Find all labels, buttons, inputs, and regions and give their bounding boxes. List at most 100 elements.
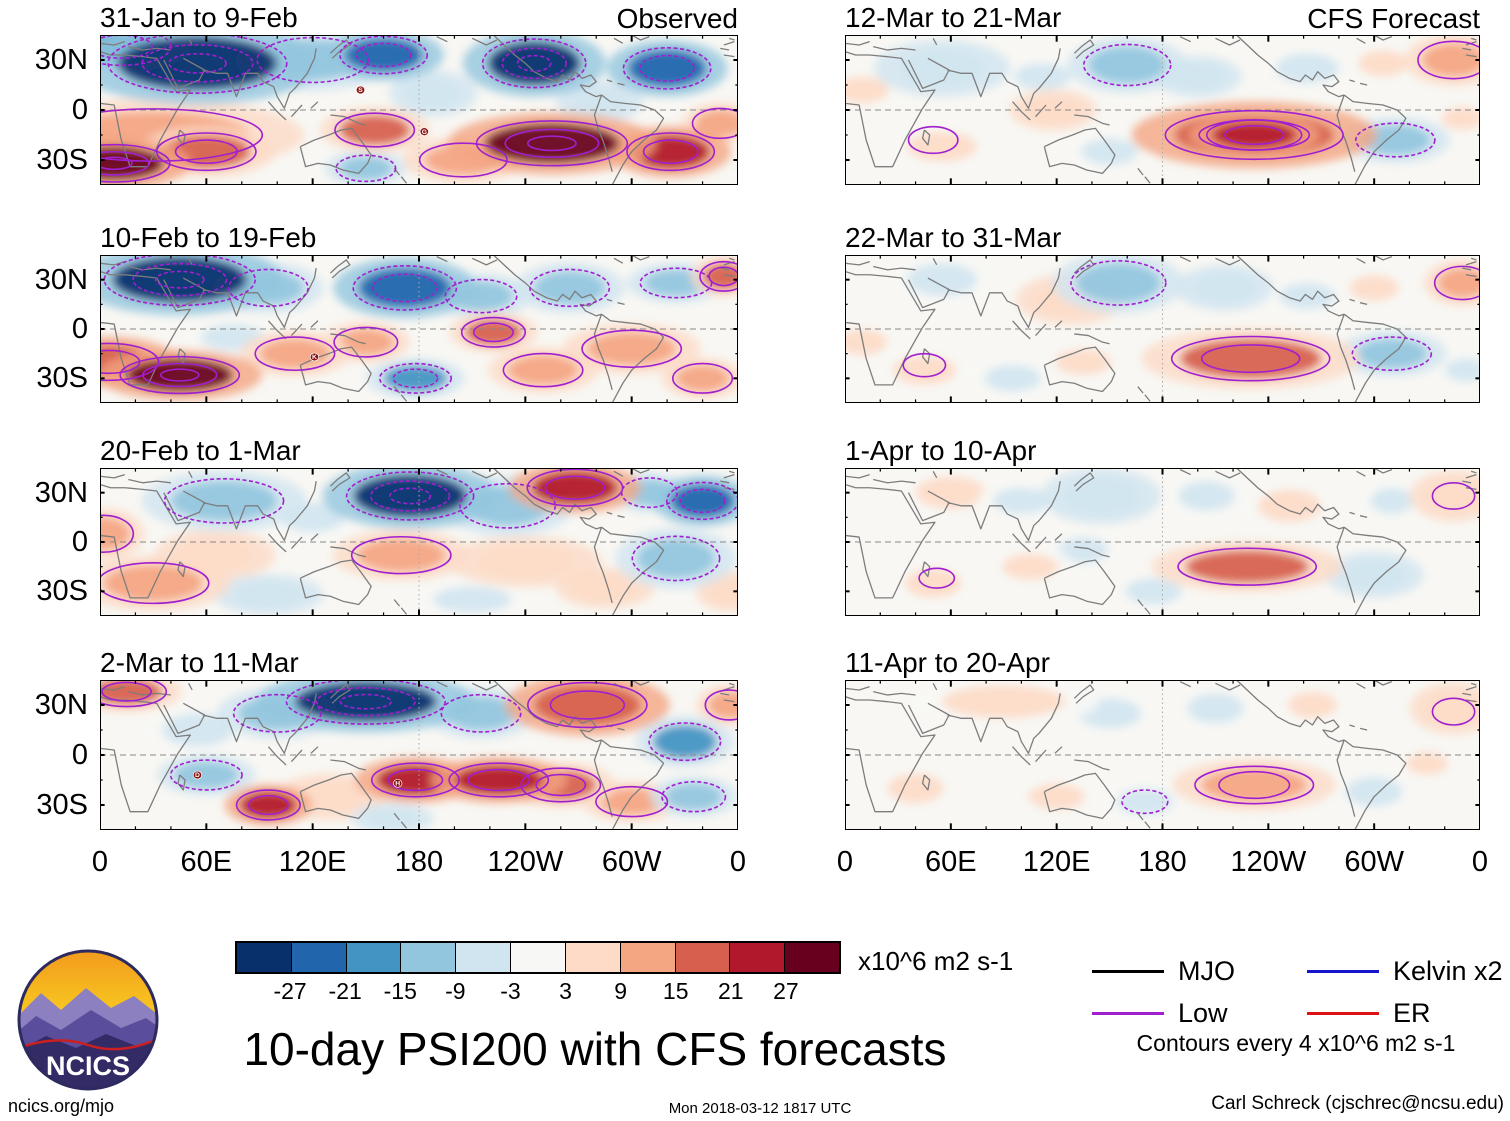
colorbar-segment	[290, 943, 346, 972]
contour-line	[1071, 261, 1166, 305]
colorbar-segment	[237, 943, 291, 972]
anomaly-blob-core	[887, 773, 944, 804]
contour-line	[441, 695, 520, 732]
x-axis-observed: 0 60E 120E 180 120W 60W 0	[92, 846, 746, 882]
contour-line	[388, 770, 442, 791]
anomaly-blob-core	[1444, 358, 1480, 382]
anomaly-blob-core	[356, 538, 446, 572]
x-axis-label: 120W	[487, 846, 564, 878]
contour-line	[919, 568, 954, 588]
y-axis-label: 30N	[34, 476, 88, 509]
contour-line	[705, 690, 738, 720]
contour-line	[1352, 337, 1431, 370]
coastlines	[100, 468, 734, 616]
x-axis-label: 60E	[180, 846, 233, 878]
contour-line	[528, 683, 647, 728]
contour-line	[462, 318, 526, 347]
contour-line	[380, 364, 451, 393]
panel-map	[845, 255, 1480, 403]
contour-line	[161, 369, 199, 381]
panel-title: 11-Apr to 20-Apr	[845, 647, 1050, 678]
anomaly-blob-core	[294, 781, 366, 812]
contour-line	[1432, 698, 1474, 725]
contour-line	[1122, 790, 1168, 813]
contour-line	[100, 109, 262, 161]
contour-line	[680, 489, 724, 512]
anomaly-blob-core	[707, 691, 738, 719]
anomaly-blob-core	[984, 365, 1041, 392]
contour-line	[909, 127, 958, 154]
legend-item: ER	[1307, 998, 1431, 1029]
legend-label: Low	[1178, 998, 1228, 1028]
anomaly-blob-core	[475, 545, 575, 579]
contour-line	[1207, 120, 1302, 150]
ncics-logo: NCICS	[17, 949, 159, 1091]
contour-line	[528, 136, 576, 150]
anomaly-blob-core	[1358, 50, 1408, 77]
contour-line	[505, 129, 599, 157]
legend-note: Contours every 4 x10^6 m2 s-1	[1136, 1030, 1456, 1056]
anomaly-blob-core	[892, 355, 957, 385]
y-axis-label: 0	[71, 94, 88, 126]
anomaly-blob-core	[1001, 553, 1059, 580]
legend-item: Kelvin x2	[1307, 956, 1503, 987]
panel-map: SG	[100, 35, 738, 185]
anomaly-blob-core	[897, 50, 987, 87]
contour-line	[1435, 266, 1480, 299]
contour-line	[649, 723, 720, 760]
legend-line-sample	[1092, 1012, 1164, 1015]
contour-line	[1219, 772, 1290, 799]
y-axis-label: 0	[71, 739, 88, 771]
x-axis-label: 120W	[1230, 846, 1307, 878]
contour-line	[1084, 44, 1171, 85]
anomaly-blob-core	[1201, 768, 1308, 802]
contour-line	[1356, 123, 1435, 157]
contour-line	[518, 56, 551, 72]
contour-line	[623, 48, 710, 89]
contour-line	[334, 327, 398, 356]
anomaly-blob-core	[1014, 63, 1071, 90]
colorbar-tick-labels: -27 -21 -15 -9 -3 3 9 15 21 27	[235, 978, 841, 1006]
contour-line	[372, 763, 459, 797]
y-axis-label: 30S	[36, 789, 88, 821]
contour-line	[627, 133, 714, 170]
panel-map	[845, 680, 1480, 830]
contour-line	[100, 157, 132, 169]
contour-line	[100, 680, 166, 707]
colorbar-tick: 3	[559, 978, 572, 1004]
contour-line	[390, 488, 431, 503]
contour-line	[142, 45, 253, 82]
anomaly-blob-core	[162, 713, 233, 747]
footer-site: ncics.org/mjo	[8, 1096, 115, 1116]
x-axis-label: 180	[1138, 846, 1187, 878]
anomaly-blob-core	[1125, 578, 1182, 605]
colorbar-tick: 27	[773, 978, 799, 1004]
svg-text:G: G	[422, 129, 427, 136]
anomaly-blob-core	[174, 761, 239, 789]
contour-line	[673, 364, 733, 393]
contour-line	[692, 108, 738, 138]
contour-line	[165, 479, 284, 523]
y-axis-label: 0	[71, 526, 88, 558]
contour-line	[1202, 345, 1300, 372]
map-panel	[845, 35, 1480, 185]
logo-red-ridge	[19, 1036, 157, 1051]
contour-line	[1225, 126, 1284, 145]
anomaly-blob-core	[339, 156, 393, 180]
contour-line	[237, 790, 301, 820]
colorbar-tick: 9	[614, 978, 628, 1004]
contour-line	[582, 330, 681, 367]
colorbar-tick: -3	[500, 978, 521, 1004]
anomaly-blob-core	[1275, 53, 1339, 84]
figure-title: 10-day PSI200 with CFS forecasts	[243, 1023, 947, 1075]
contour-line	[143, 364, 217, 387]
panel-title: 22-Mar to 31-Mar	[845, 222, 1062, 253]
legend-item: Low	[1092, 998, 1228, 1029]
contour-line	[286, 680, 445, 724]
contour-line	[340, 694, 391, 708]
contour-line	[393, 369, 437, 387]
legend-label: ER	[1393, 998, 1431, 1028]
contour-line	[336, 155, 396, 181]
